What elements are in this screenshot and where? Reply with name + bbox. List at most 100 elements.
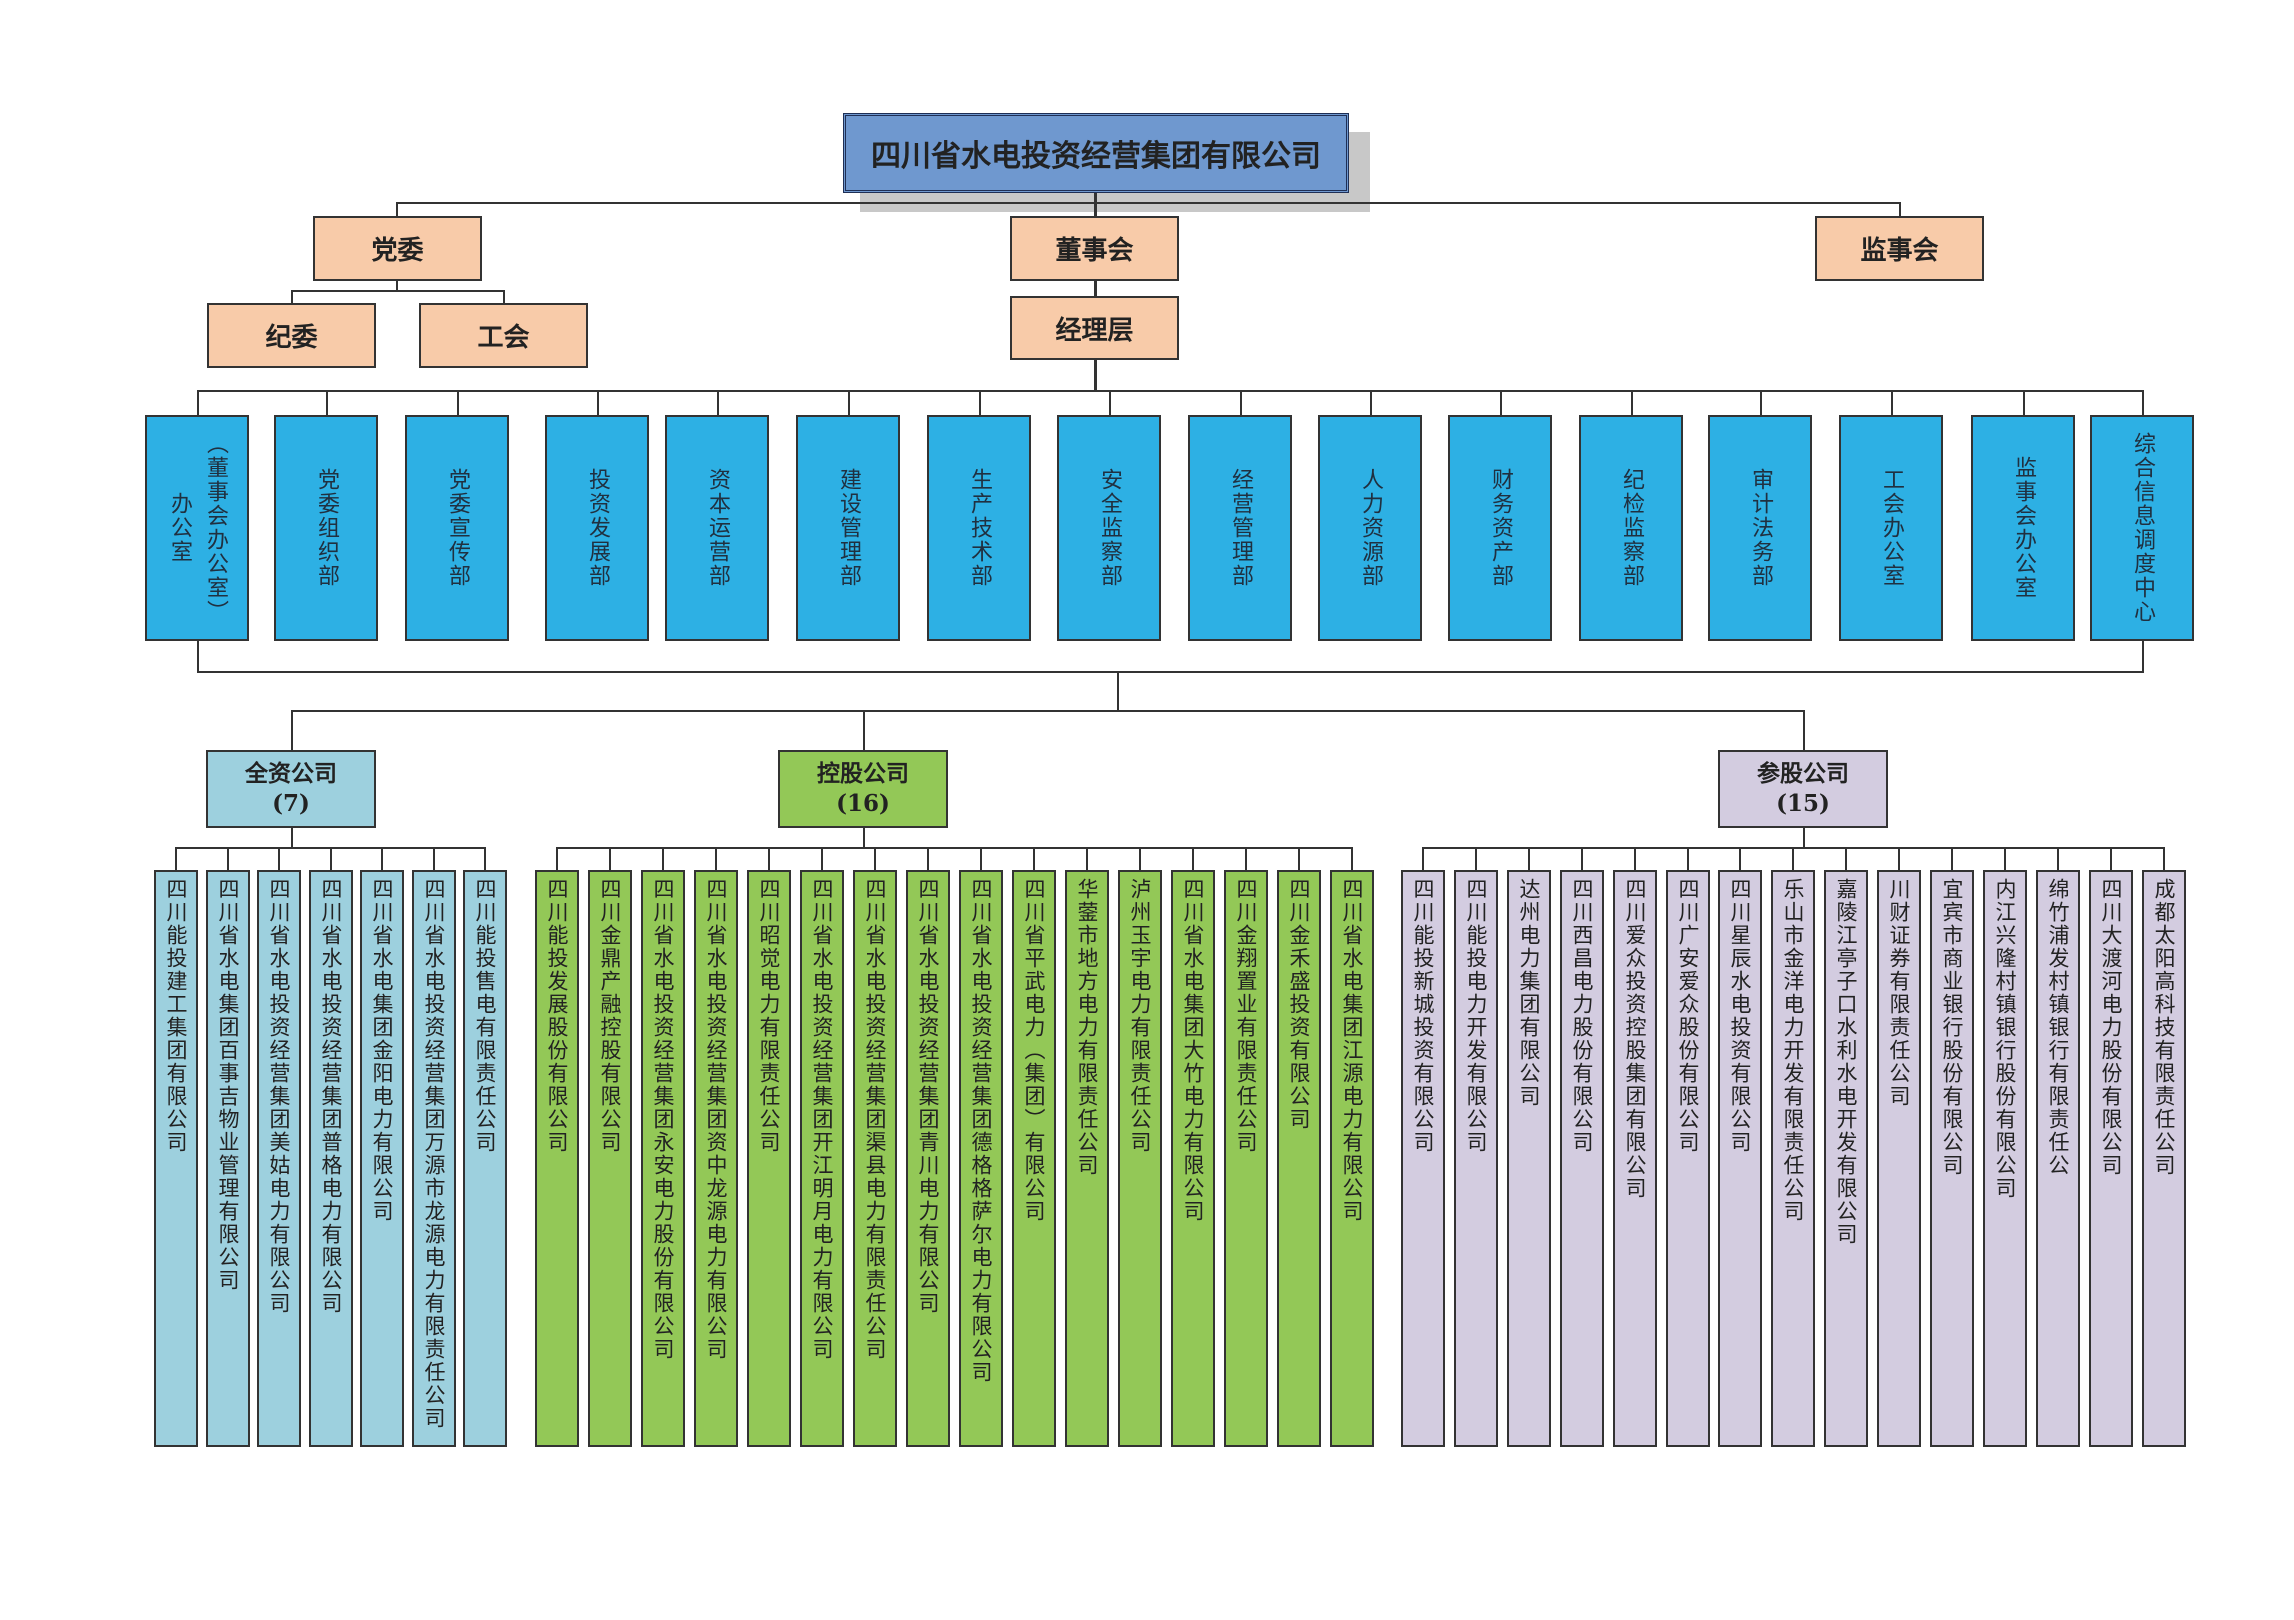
company-name: 川财证券有限责任公司	[1887, 878, 1911, 1108]
department-box: 财务资产部	[1448, 415, 1552, 641]
group-box: 参股公司 (15)	[1718, 750, 1888, 828]
company-box: 泸州玉宇电力有限责任公司	[1118, 870, 1162, 1447]
connector	[1803, 828, 1805, 848]
company-name: 华蓥市地方电力有限责任公司	[1075, 878, 1099, 1177]
company-box: 四川能投发展股份有限公司	[535, 870, 579, 1447]
connector	[1094, 360, 1097, 391]
connector	[874, 847, 876, 870]
company-box: 达州电力集团有限公司	[1507, 870, 1551, 1447]
company-name: 四川金翔置业有限责任公司	[1234, 878, 1258, 1154]
company-box: 绵竹浦发村镇银行有限责任公	[2036, 870, 2080, 1447]
connector	[291, 828, 293, 848]
department-box: 综合信息调度中心	[2090, 415, 2194, 641]
company-box: 四川省水电集团金阳电力有限公司	[360, 870, 404, 1447]
group-box: 控股公司 (16)	[778, 750, 948, 828]
connector	[1422, 847, 1424, 870]
company-name: 四川爱众投资控股集团有限公司	[1623, 878, 1647, 1200]
department-label: 人力资源部	[1358, 468, 1383, 588]
department-label: 综合信息调度中心	[2130, 432, 2155, 624]
connector	[1687, 847, 1689, 870]
company-box: 四川省水电投资经营集团普格电力有限公司	[309, 870, 353, 1447]
connector	[662, 847, 664, 870]
connector	[1094, 281, 1097, 296]
connector	[2142, 641, 2144, 672]
connector	[927, 847, 929, 870]
company-name: 四川省水电投资经营集团普格电力有限公司	[319, 878, 343, 1315]
department-label: 财务资产部	[1488, 468, 1513, 588]
company-name: 四川省水电投资经营集团开江明月电力有限公司	[810, 878, 834, 1361]
company-name: 嘉陵江亭子口水利水电开发有限公司	[1834, 878, 1858, 1246]
connector	[291, 710, 293, 750]
party-committee-box: 党委	[313, 216, 482, 281]
company-name: 四川省水电集团金阳电力有限公司	[370, 878, 394, 1223]
company-box: 四川金鼎产融控股有限公司	[588, 870, 632, 1447]
connector	[1792, 847, 1794, 870]
company-name: 成都太阳高科技有限责任公司	[2152, 878, 2176, 1177]
company-name: 四川省平武电力（集团）有限公司	[1022, 878, 1046, 1223]
company-name: 内江兴隆村镇银行股份有限公司	[1993, 878, 2017, 1200]
department-label: 党委宣传部	[445, 468, 470, 588]
department-label: 监事会办公室	[2011, 456, 2036, 600]
company-box: 四川省水电投资经营集团永安电力股份有限公司	[641, 870, 685, 1447]
connector	[2057, 847, 2059, 870]
department-label: 办公室	[167, 492, 192, 564]
connector	[715, 847, 717, 870]
party-committee-label: 党委	[371, 236, 424, 266]
trade-union-label: 工会	[477, 323, 530, 353]
connector	[397, 202, 1900, 204]
company-name: 四川省水电集团百事吉物业管理有限公司	[216, 878, 240, 1292]
company-box: 四川昭觉电力有限责任公司	[747, 870, 791, 1447]
connector	[848, 390, 850, 415]
company-box: 四川省水电投资经营集团渠县电力有限责任公司	[853, 870, 897, 1447]
connector	[1760, 390, 1762, 415]
department-box: 资本运营部	[665, 415, 769, 641]
connector	[503, 290, 505, 303]
company-box: 内江兴隆村镇银行股份有限公司	[1983, 870, 2027, 1447]
connector	[1500, 390, 1502, 415]
supervisory-board-box: 监事会	[1815, 216, 1984, 281]
company-name: 四川能投建工集团有限公司	[164, 878, 188, 1154]
connector	[2004, 847, 2006, 870]
management-label: 经理层	[1055, 315, 1134, 346]
company-box: 宜宾市商业银行股份有限公司	[1930, 870, 1974, 1447]
company-box: 四川西昌电力股份有限公司	[1560, 870, 1604, 1447]
connector	[433, 847, 435, 870]
company-box: 四川爱众投资控股集团有限公司	[1613, 870, 1657, 1447]
connector	[1581, 847, 1583, 870]
root-company-box: 四川省水电投资经营集团有限公司	[843, 113, 1349, 193]
department-label: 纪检监察部	[1619, 468, 1644, 588]
department-label: 审计法务部	[1748, 468, 1773, 588]
department-box: 建设管理部	[796, 415, 900, 641]
connector	[1109, 390, 1111, 415]
company-name: 四川能投发展股份有限公司	[545, 878, 569, 1154]
company-name: 乐山市金洋电力开发有限责任公司	[1781, 878, 1805, 1223]
group-count: (7)	[272, 790, 310, 817]
company-name: 四川省水电投资经营集团万源市龙源电力有限责任公司	[422, 878, 446, 1430]
group-name: 控股公司	[817, 760, 909, 787]
department-box: 安全监察部	[1057, 415, 1161, 641]
connector	[1803, 710, 1805, 750]
connector	[1094, 193, 1097, 216]
company-name: 宜宾市商业银行股份有限公司	[1940, 878, 1964, 1177]
connector	[1631, 390, 1633, 415]
company-name: 四川省水电投资经营集团资中龙源电力有限公司	[704, 878, 728, 1361]
company-name: 四川星辰水电投资有限公司	[1728, 878, 1752, 1154]
connector	[457, 390, 459, 415]
connector	[1240, 390, 1242, 415]
department-label: 资本运营部	[705, 468, 730, 588]
department-label: 经营管理部	[1228, 468, 1253, 588]
connector	[1634, 847, 1636, 870]
connector	[1117, 672, 1119, 710]
connector	[1139, 847, 1141, 870]
connector	[1298, 847, 1300, 870]
department-label: 党委组织部	[314, 468, 339, 588]
company-box: 四川能投建工集团有限公司	[154, 870, 198, 1447]
department-box: 人力资源部	[1318, 415, 1422, 641]
company-name: 绵竹浦发村镇银行有限责任公	[2046, 878, 2070, 1177]
company-box: 川财证券有限责任公司	[1877, 870, 1921, 1447]
department-box: （董事会办公室） 办公室	[145, 415, 249, 641]
connector	[1739, 847, 1741, 870]
connector	[396, 281, 398, 291]
company-box: 四川星辰水电投资有限公司	[1718, 870, 1762, 1447]
